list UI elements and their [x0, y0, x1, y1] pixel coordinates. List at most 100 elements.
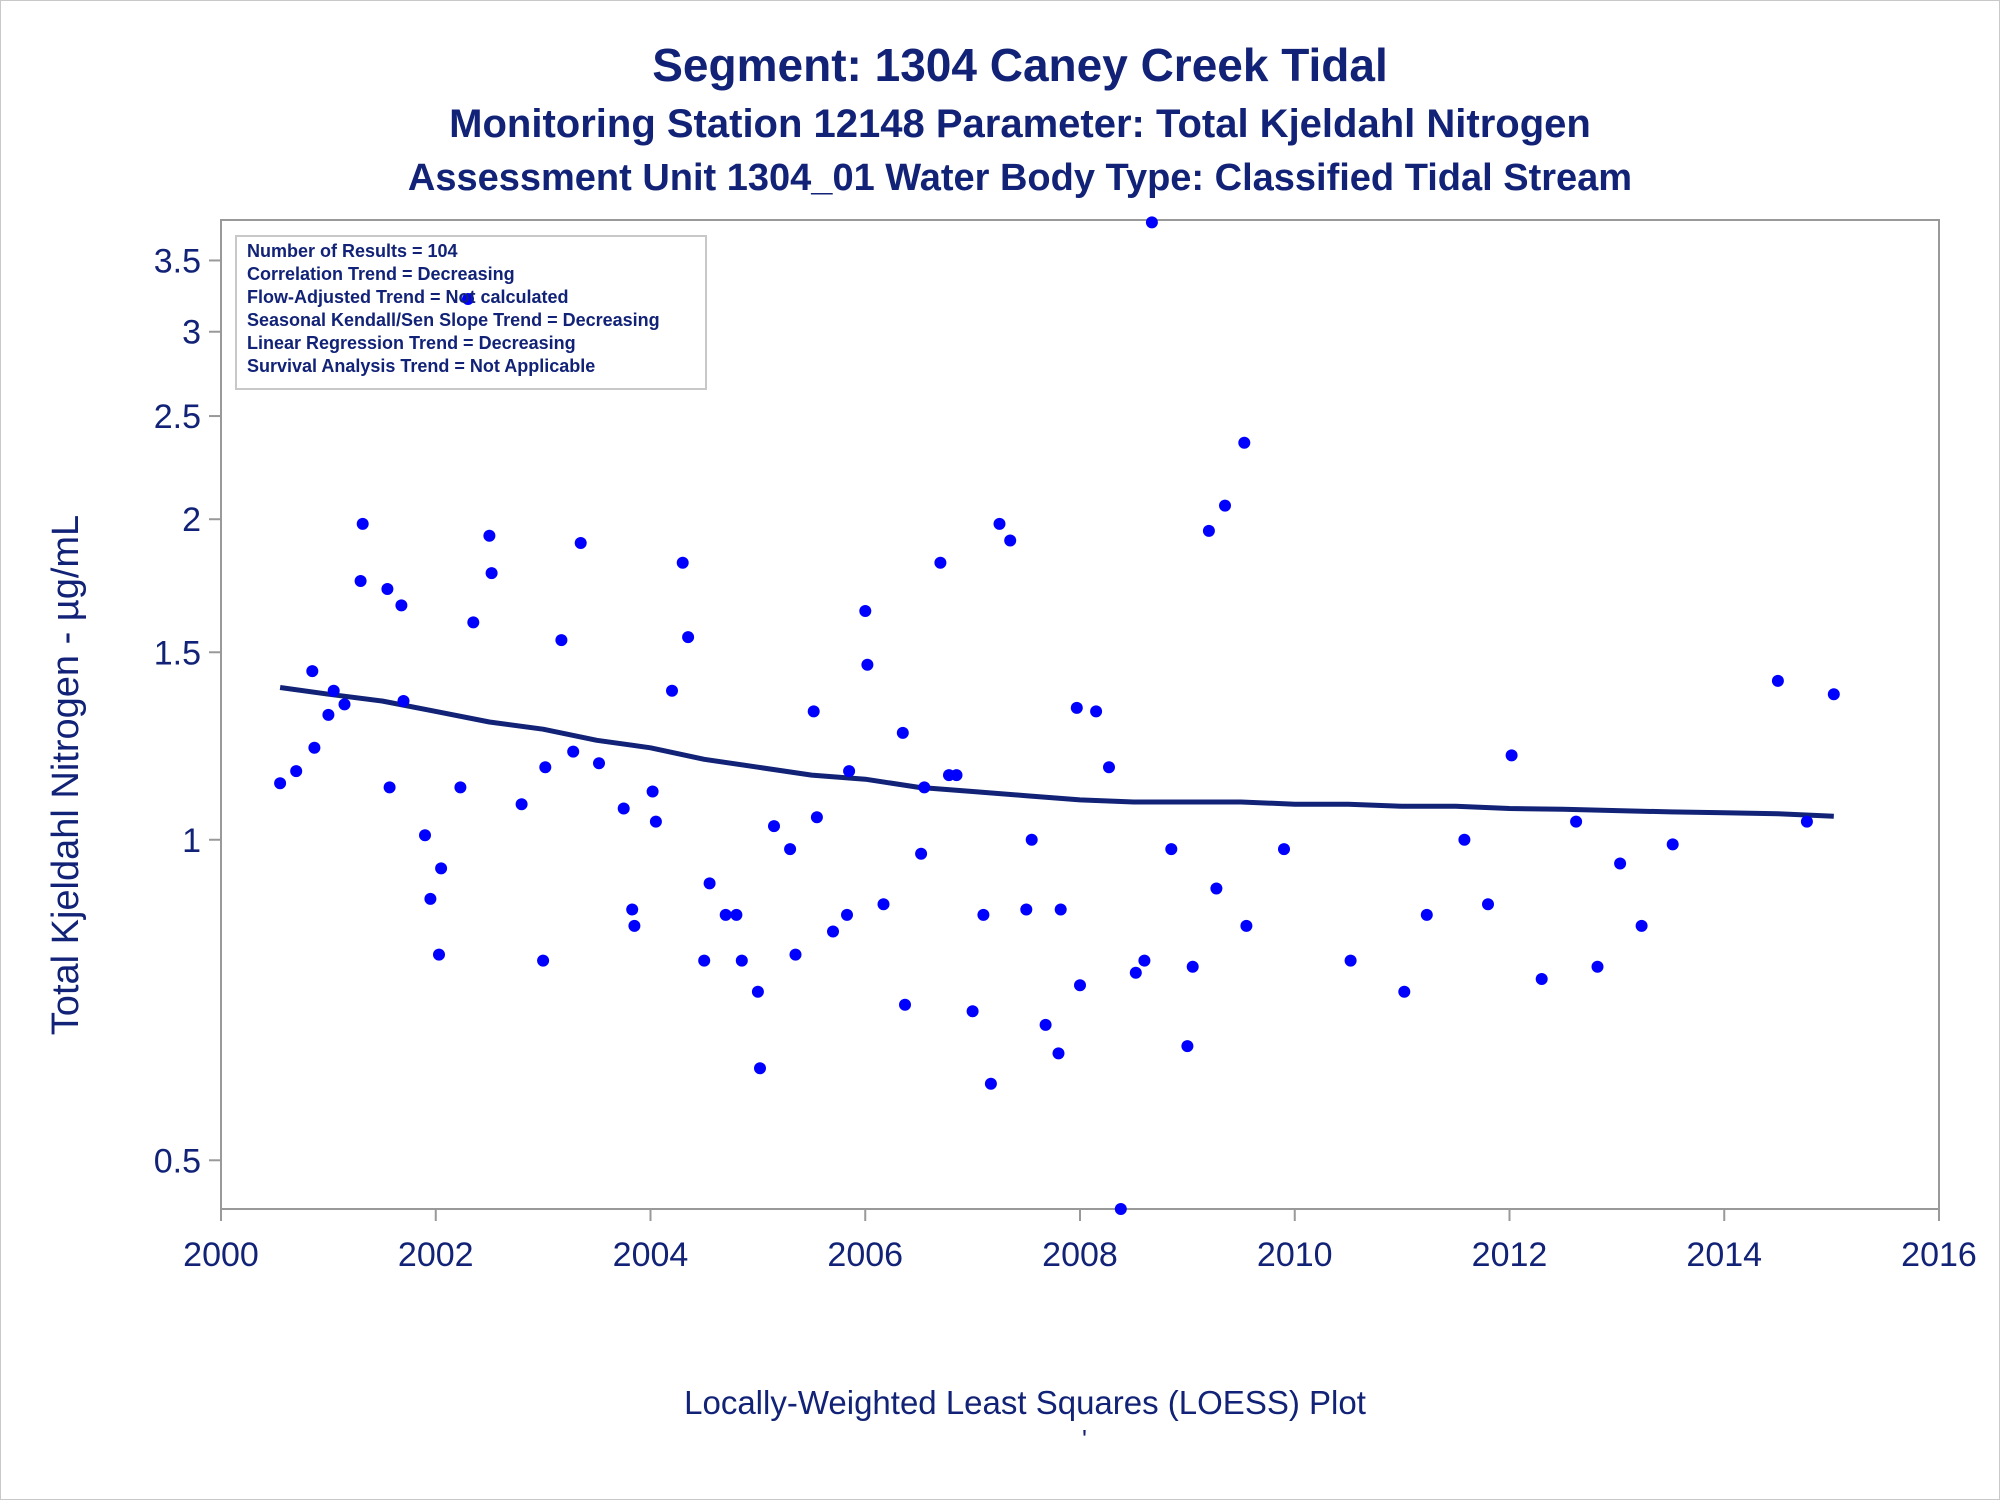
data-point: [356, 517, 369, 530]
data-point: [682, 631, 695, 644]
data-point: [515, 798, 528, 811]
data-point: [899, 998, 911, 1011]
data-point: [646, 785, 659, 798]
x-tick-label: 2012: [1472, 1236, 1548, 1274]
data-point: [1635, 919, 1648, 932]
data-point: [1420, 908, 1433, 921]
data-point: [1827, 688, 1840, 701]
data-point: [703, 877, 716, 890]
data-point: [1666, 838, 1679, 851]
data-point: [1004, 534, 1017, 547]
x-tick-label: 2008: [1042, 1236, 1118, 1274]
data-point: [1771, 674, 1784, 687]
data-point: [735, 954, 748, 967]
data-point: [433, 948, 445, 961]
data-point: [1210, 882, 1223, 895]
data-point: [993, 517, 1006, 530]
data-point: [1240, 919, 1253, 932]
y-tick-label: 1: [182, 822, 201, 860]
data-point: [574, 537, 587, 549]
data-point: [666, 684, 678, 697]
data-point: [419, 829, 431, 842]
data-point: [1800, 815, 1813, 828]
data-point: [789, 948, 802, 961]
data-point: [877, 898, 890, 911]
data-point: [322, 708, 335, 721]
data-point: [1181, 1040, 1194, 1053]
data-point: [768, 820, 780, 833]
y-tick-label: 3.5: [154, 242, 201, 280]
data-point: [1238, 436, 1251, 449]
data-point: [628, 919, 641, 932]
data-point: [338, 698, 351, 711]
loess-line: [279, 685, 1834, 819]
stats-line: Correlation Trend = Decreasing: [247, 264, 515, 284]
y-axis-title: Total Kjeldahl Nitrogen - µg/mL: [45, 515, 87, 1035]
data-point: [397, 695, 410, 707]
data-point: [467, 616, 480, 629]
data-point: [537, 954, 550, 967]
data-point: [1186, 960, 1199, 973]
data-point: [859, 605, 872, 617]
data-point: [915, 847, 928, 860]
data-point: [1591, 960, 1604, 973]
data-point: [274, 777, 287, 790]
data-point: [1202, 524, 1215, 537]
data-point: [676, 556, 689, 569]
y-tick-label: 1.5: [154, 634, 201, 672]
data-point: [485, 567, 498, 580]
data-point: [1219, 499, 1231, 512]
chart-subtitle-station: Monitoring Station 12148 Parameter: Tota…: [449, 102, 1591, 146]
x-tick-label: 2016: [1901, 1236, 1977, 1274]
data-point: [617, 802, 630, 815]
stats-box-border: [235, 235, 707, 390]
data-point: [1398, 985, 1411, 998]
footnote: Locally-Weighted Least Squares (LOESS) P…: [684, 1384, 1366, 1421]
data-point: [984, 1077, 997, 1090]
stats-box: Number of Results = 104 Correlation Trend…: [235, 235, 707, 390]
data-point: [1052, 1047, 1065, 1060]
data-point: [1054, 903, 1067, 916]
data-point: [1114, 1203, 1127, 1215]
data-point: [1138, 954, 1151, 967]
data-point: [626, 903, 639, 916]
data-point: [730, 908, 743, 921]
data-point: [1039, 1018, 1052, 1031]
data-point: [1090, 705, 1103, 718]
data-point: [306, 665, 319, 678]
stats-line: Flow-Adjusted Trend = Not calculated: [247, 287, 569, 307]
data-point: [1458, 833, 1471, 846]
data-point: [1074, 979, 1086, 992]
data-point: [308, 741, 321, 754]
data-point: [539, 761, 552, 774]
data-point: [1505, 749, 1518, 762]
loess-line-layer: [279, 685, 1834, 819]
y-tick-label: 2.5: [154, 398, 201, 436]
data-point: [383, 781, 396, 794]
data-point: [327, 684, 340, 697]
stats-line: Survival Analysis Trend = Not Applicable: [247, 356, 595, 376]
x-tick-label: 2014: [1686, 1236, 1762, 1274]
data-point: [807, 705, 820, 718]
data-point: [567, 745, 580, 758]
data-point: [593, 757, 605, 770]
chart-subtitle-assessment: Assessment Unit 1304_01 Water Body Type:…: [407, 157, 1633, 199]
data-point: [1535, 973, 1548, 985]
data-point: [719, 908, 732, 921]
data-point: [381, 583, 394, 595]
y-tick-label: 2: [182, 501, 201, 539]
scatter-points-layer: [274, 216, 1840, 1215]
y-tick-label: 3: [182, 314, 201, 352]
data-point: [649, 815, 662, 828]
data-point: [950, 769, 963, 782]
data-point: [454, 781, 467, 794]
x-tick-label: 2006: [827, 1236, 903, 1274]
data-point: [861, 658, 874, 671]
data-point: [827, 925, 839, 938]
stats-line: Seasonal Kendall/Sen Slope Trend = Decre…: [247, 310, 660, 330]
data-point: [1278, 843, 1290, 856]
stats-line: Number of Results = 104: [247, 241, 458, 261]
x-tick-label: 2010: [1257, 1236, 1333, 1274]
data-point: [354, 575, 367, 587]
data-point: [483, 529, 496, 542]
